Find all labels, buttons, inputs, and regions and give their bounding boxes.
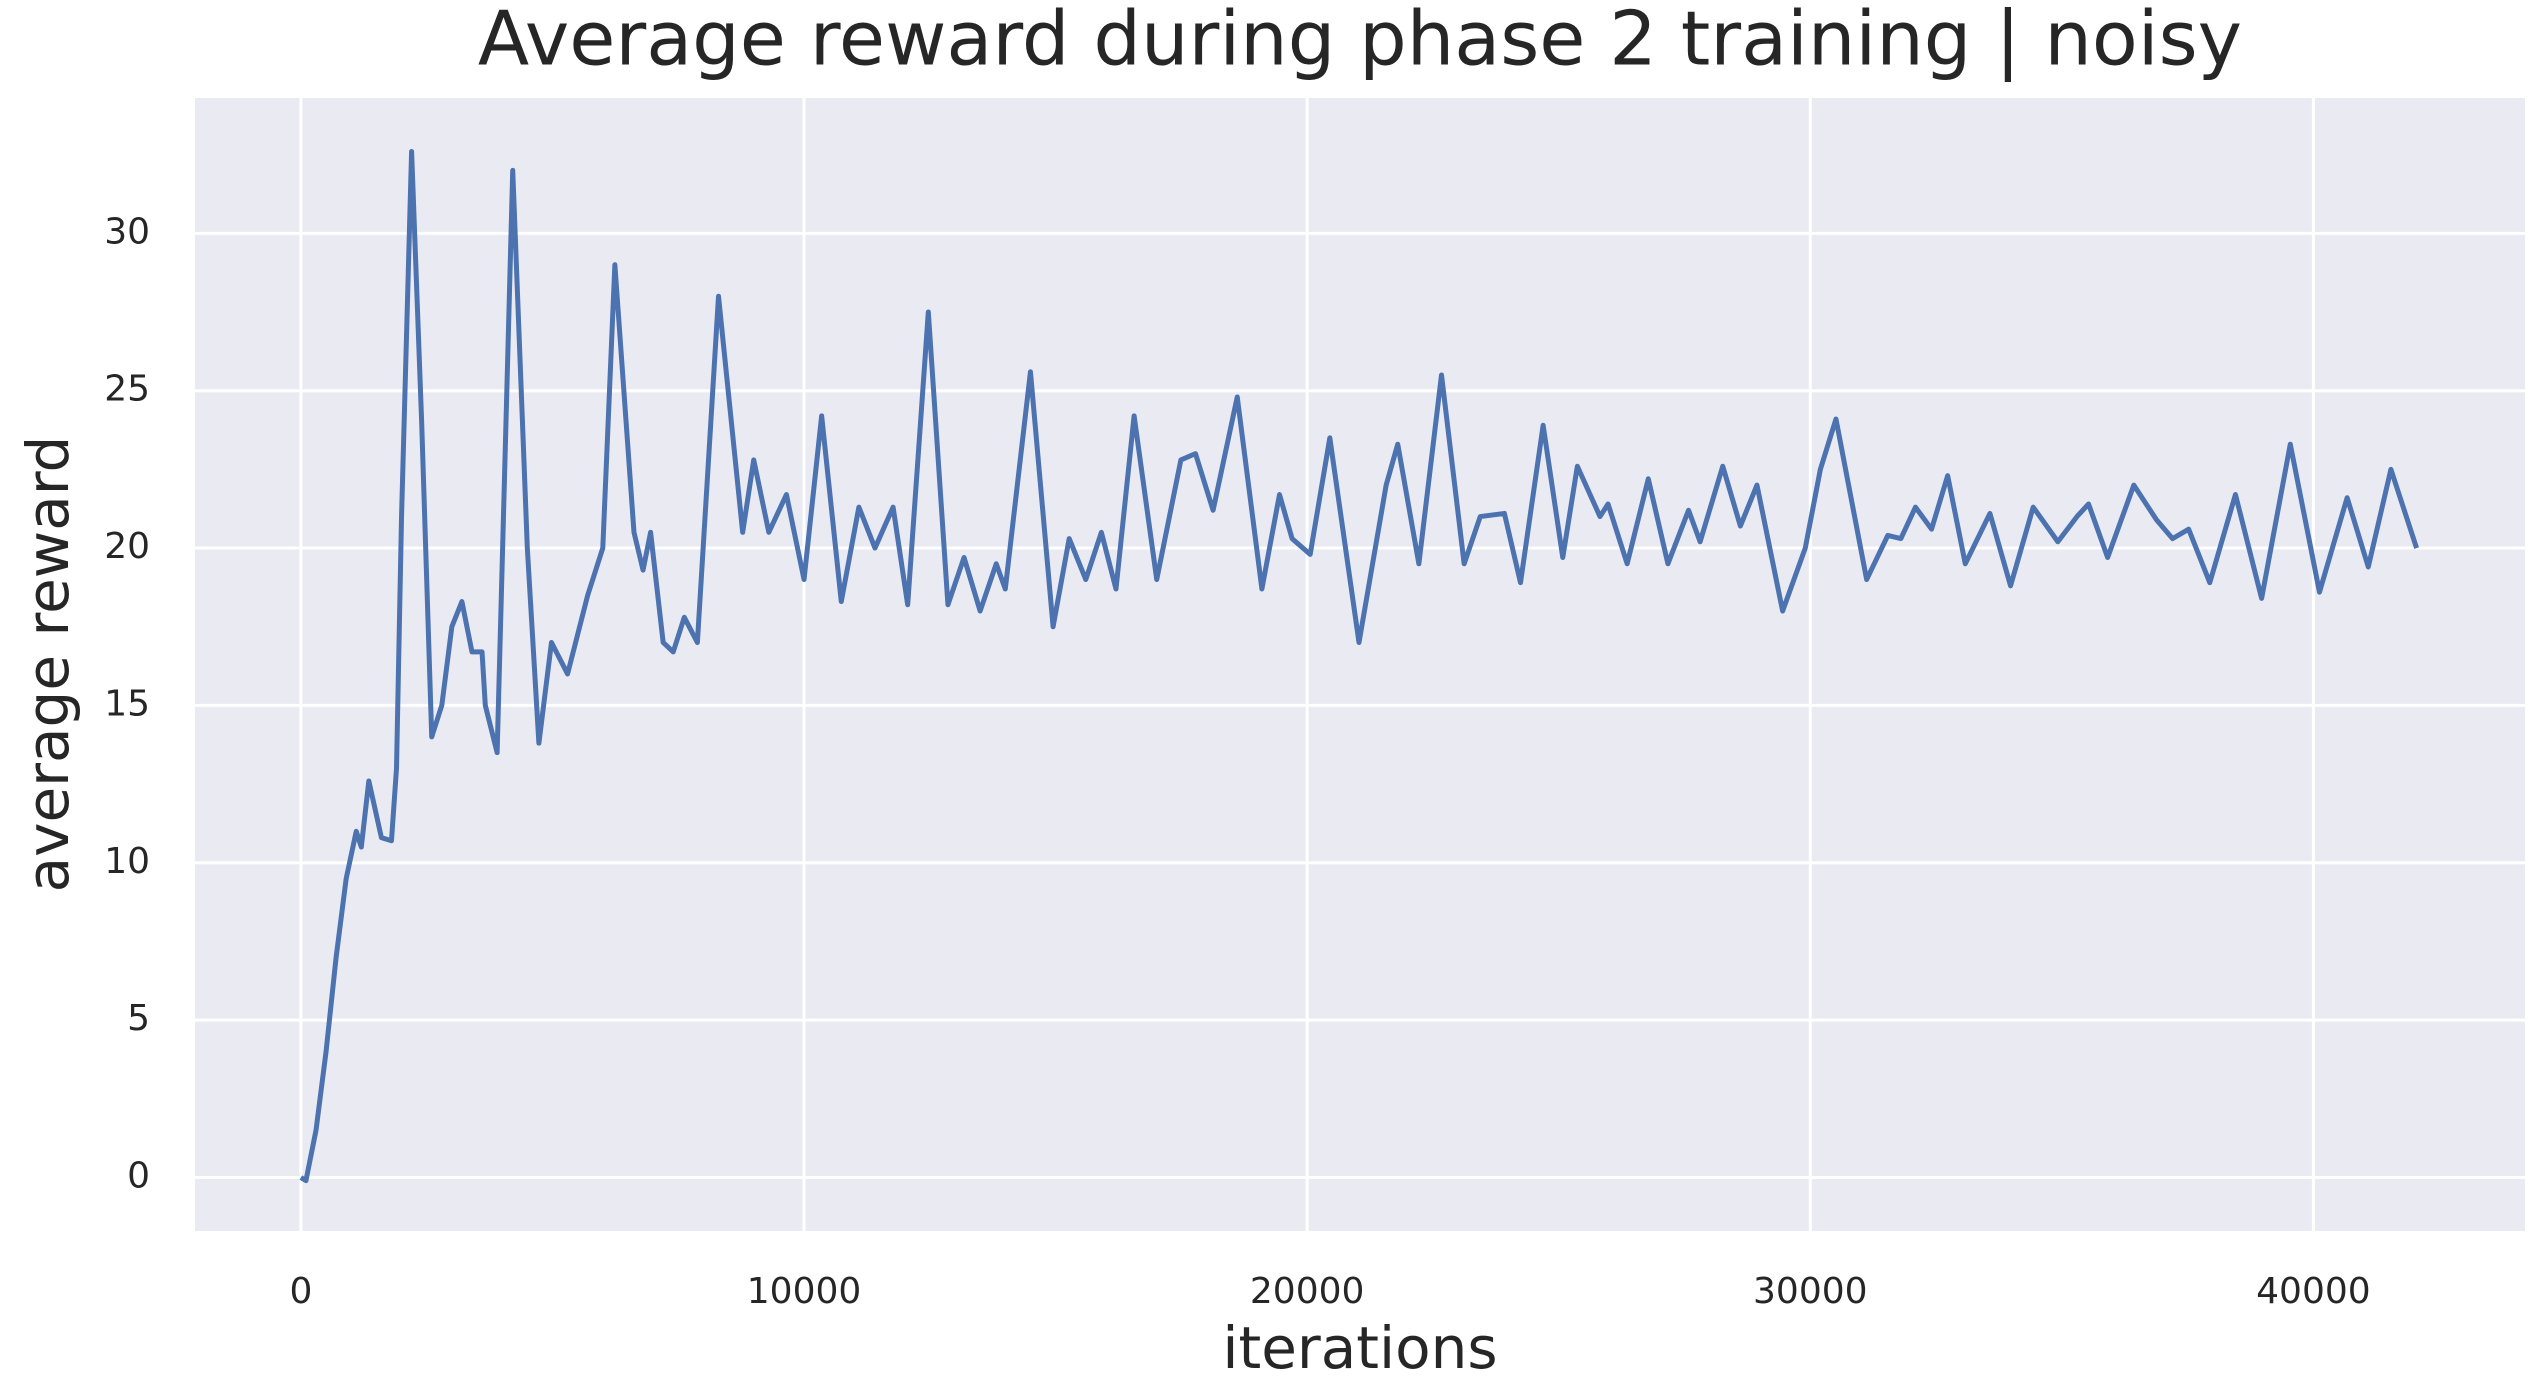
y-axis-label: average reward (14, 436, 82, 893)
x-tick-label: 20000 (1250, 1271, 1365, 1312)
y-tick-label: 10 (104, 841, 150, 882)
x-tick-label: 0 (289, 1271, 312, 1312)
y-tick-label: 0 (127, 1155, 150, 1196)
x-tick-label: 40000 (2256, 1271, 2371, 1312)
y-tick-label: 30 (104, 211, 150, 252)
y-tick-label: 5 (127, 998, 150, 1039)
x-axis-label: iterations (1222, 1314, 1497, 1382)
chart-title: Average reward during phase 2 training |… (478, 0, 2242, 83)
y-tick-label: 25 (104, 369, 150, 410)
data-line (299, 149, 2419, 1184)
x-tick-label: 30000 (1753, 1271, 1868, 1312)
plot-area (195, 98, 2525, 1231)
y-tick-label: 15 (104, 683, 150, 724)
x-tick-label: 10000 (747, 1271, 862, 1312)
y-tick-label: 20 (104, 526, 150, 567)
